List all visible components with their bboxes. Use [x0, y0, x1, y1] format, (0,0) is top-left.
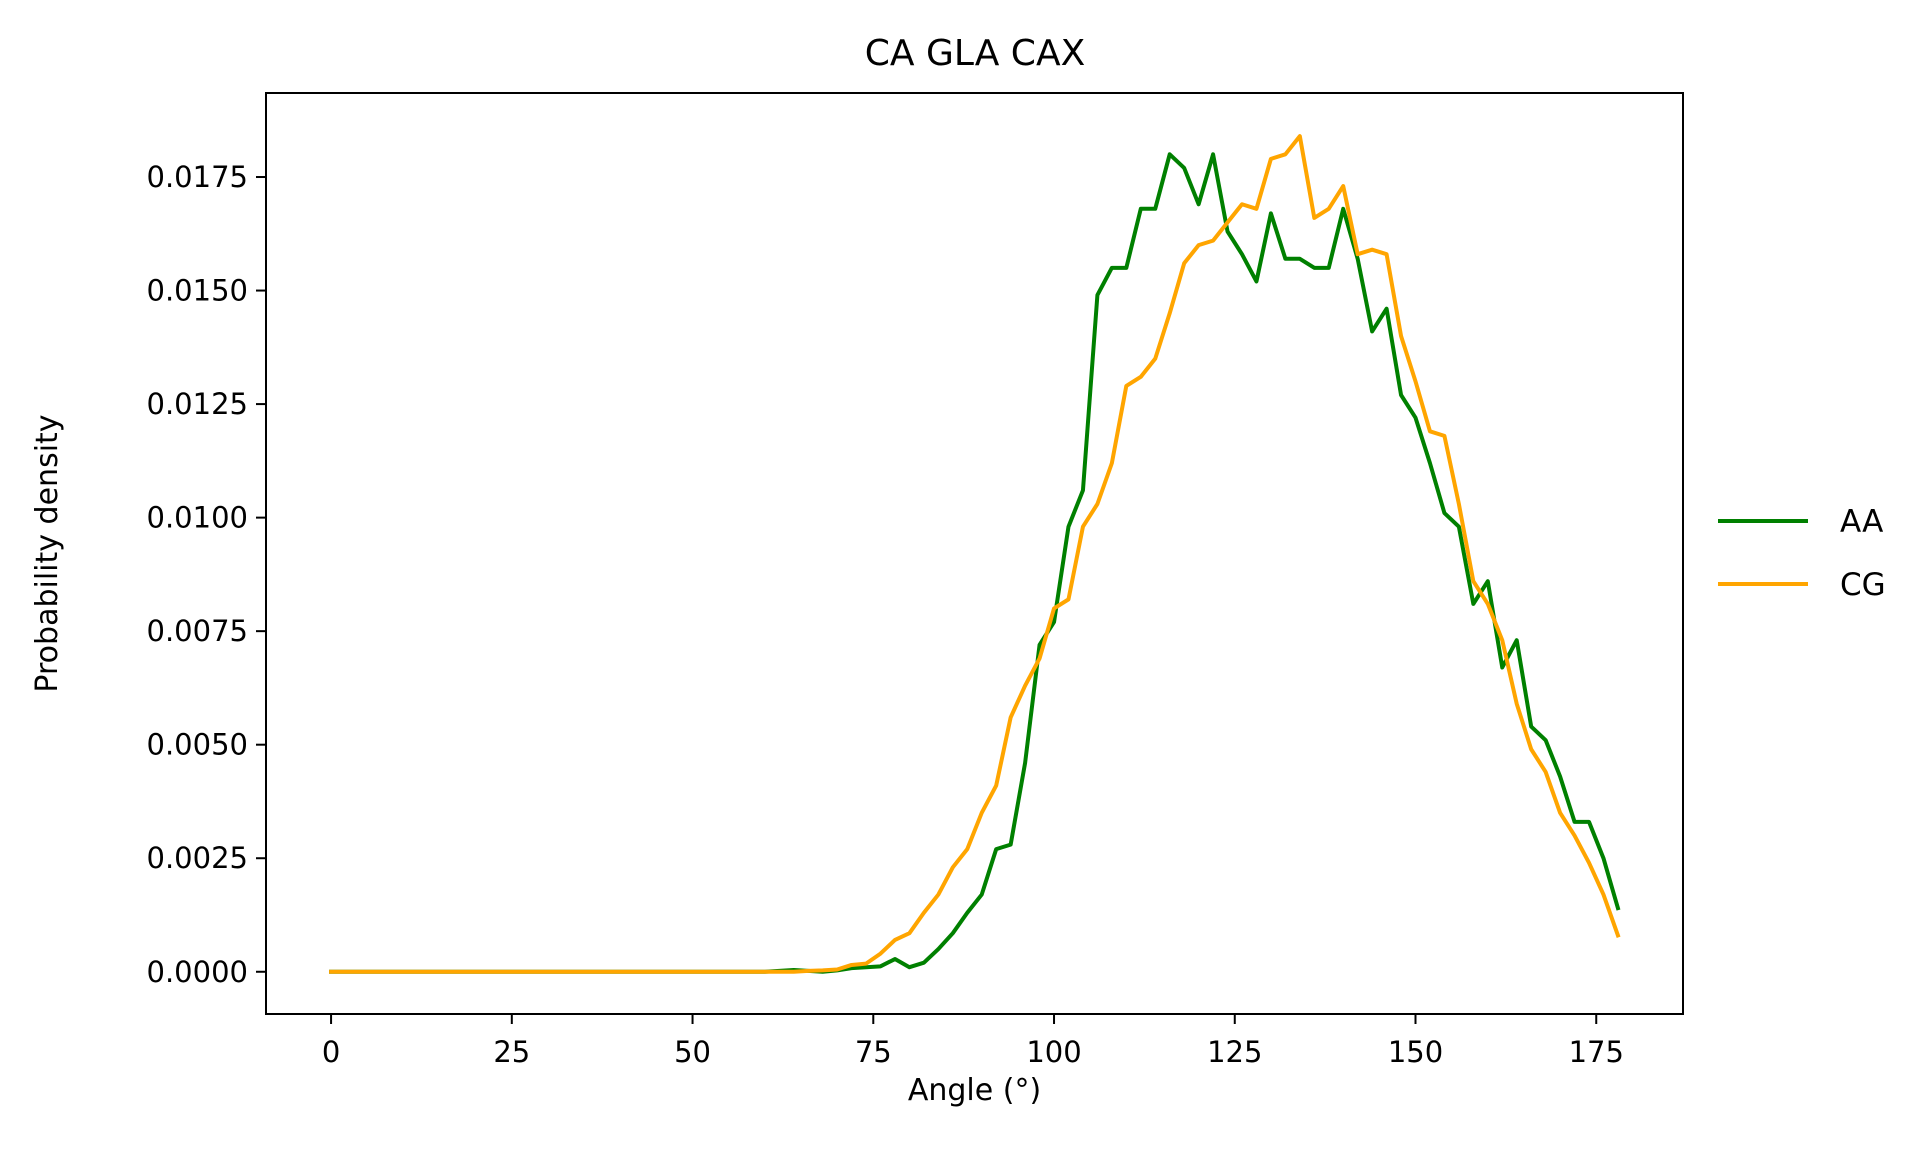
y-axis-label: Probability density	[30, 414, 65, 692]
y-tick-label: 0.0050	[147, 728, 248, 762]
x-tick-label: 0	[322, 1035, 340, 1069]
x-tick-label: 175	[1569, 1035, 1624, 1069]
chart-title: CA GLA CAX	[865, 33, 1085, 74]
plot-area-frame	[265, 92, 1684, 1015]
y-tick-label: 0.0175	[147, 160, 248, 194]
x-tick-label: 125	[1207, 1035, 1262, 1069]
series-line-cg	[329, 134, 1621, 974]
legend-label-cg: CG	[1840, 567, 1886, 603]
y-tick-label: 0.0100	[147, 501, 248, 535]
y-tick-label: 0.0000	[147, 955, 248, 989]
legend-label-aa: AA	[1840, 504, 1883, 540]
y-tick-label: 0.0150	[147, 274, 248, 308]
legend: AA CG	[1718, 504, 1886, 603]
x-tick-label: 100	[1026, 1035, 1081, 1069]
x-tick-label: 25	[493, 1035, 530, 1069]
x-tick-label: 75	[855, 1035, 892, 1069]
plot-series-group	[329, 134, 1621, 974]
x-axis: 0 25 50 75 100 125 150 175	[322, 1014, 1624, 1069]
y-tick-label: 0.0025	[147, 841, 248, 875]
x-tick-label: 150	[1388, 1035, 1443, 1069]
y-tick-label: 0.0125	[147, 387, 248, 421]
y-axis: 0.0000 0.0025 0.0050 0.0075 0.0100 0.0125 0.01…	[147, 160, 266, 989]
x-axis-label: Angle (°)	[908, 1073, 1041, 1108]
y-tick-label: 0.0075	[147, 614, 248, 648]
x-tick-label: 50	[674, 1035, 711, 1069]
